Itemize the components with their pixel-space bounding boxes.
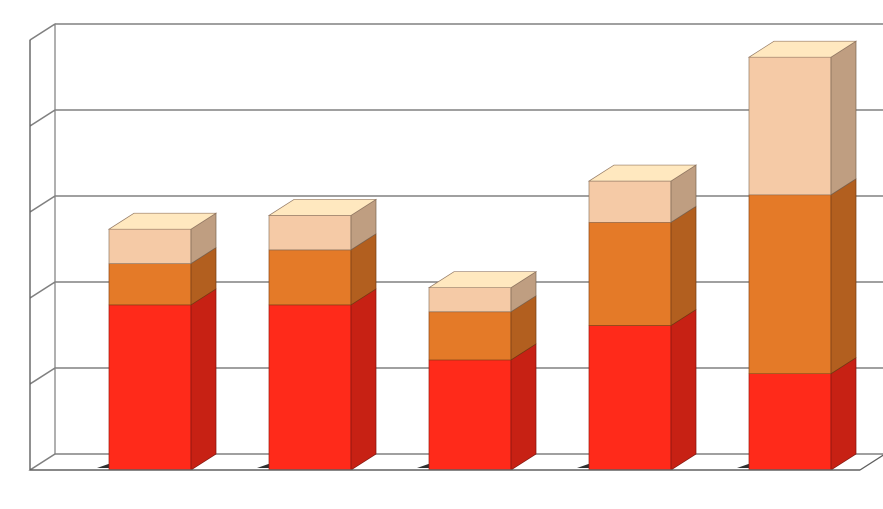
bar-1-segment-s1 bbox=[269, 289, 376, 470]
bar-4-segment-s3 bbox=[749, 41, 856, 195]
stacked-bar-3d-chart bbox=[0, 0, 883, 509]
bar-3-segment-s3 bbox=[589, 165, 696, 222]
bar-1-segment-s3 bbox=[269, 199, 376, 249]
bar-0-segment-s3 bbox=[109, 213, 216, 263]
bar-2-segment-s3 bbox=[429, 272, 536, 312]
bar-3-segment-s2 bbox=[589, 206, 696, 325]
bar-2-segment-s1 bbox=[429, 344, 536, 470]
bar-0-segment-s1 bbox=[109, 289, 216, 470]
bar-4-segment-s2 bbox=[749, 179, 856, 374]
bar-3-segment-s1 bbox=[589, 310, 696, 470]
bar-4-segment-s1 bbox=[749, 358, 856, 470]
